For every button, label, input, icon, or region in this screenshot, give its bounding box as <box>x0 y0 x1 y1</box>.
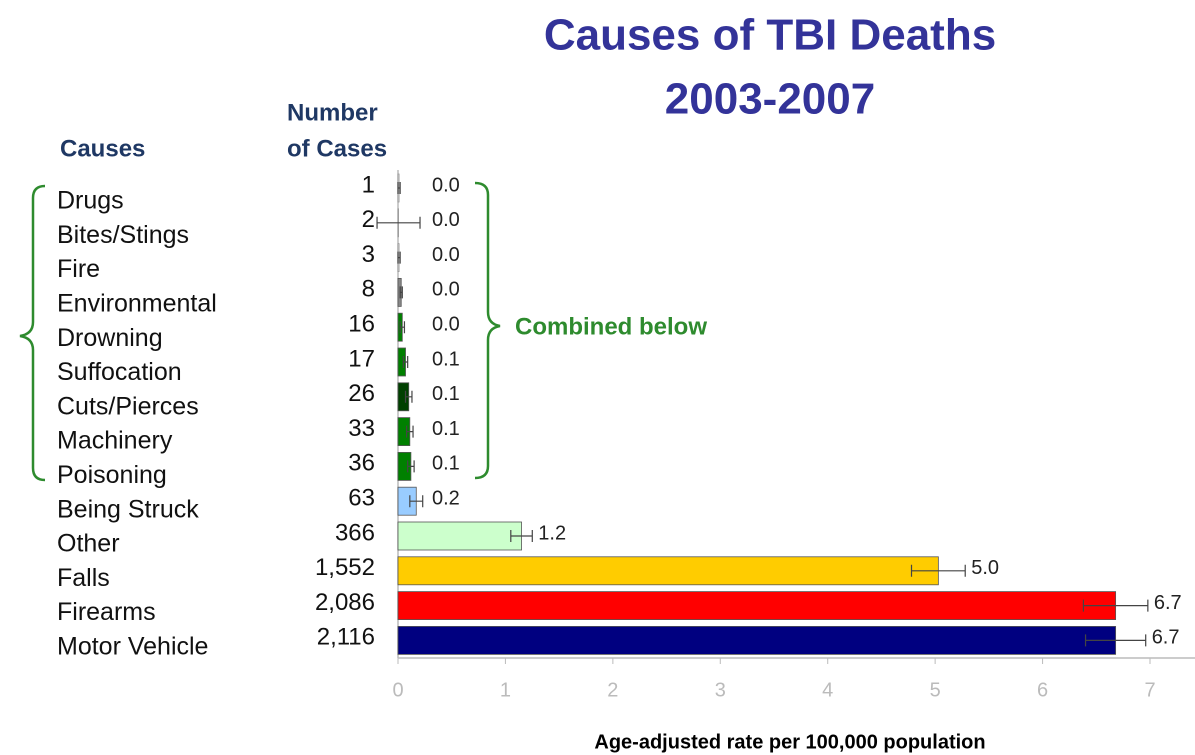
error-bar <box>405 425 414 438</box>
error-bar <box>1082 599 1149 612</box>
x-tick-label: 0 <box>392 679 403 701</box>
error-bar <box>376 216 421 229</box>
value-label: 5.0 <box>971 557 999 579</box>
cases-label: 2,116 <box>317 624 375 651</box>
category-label: Motor Vehicle <box>57 633 208 661</box>
value-label: 0.1 <box>432 383 460 405</box>
error-bar <box>910 564 966 577</box>
annotation: Combined below <box>515 313 707 340</box>
error-bar <box>397 251 401 264</box>
cases-label: 36 <box>348 450 375 477</box>
category-label: Falls <box>57 564 110 592</box>
value-label: 0.0 <box>432 209 460 231</box>
value-label: 0.0 <box>432 244 460 266</box>
category-label: Poisoning <box>57 461 167 489</box>
category-label: Fire <box>57 255 100 283</box>
cases-label: 16 <box>348 311 375 338</box>
value-label: 6.7 <box>1154 592 1182 614</box>
error-bar <box>402 356 409 368</box>
value-label: 0.1 <box>432 418 460 440</box>
category-label: Being Struck <box>57 495 199 523</box>
category-label: Drowning <box>57 324 163 352</box>
value-label: 0.0 <box>432 313 460 335</box>
bar <box>397 626 1117 655</box>
cases-label: 366 <box>335 519 375 546</box>
cases-label: 63 <box>348 485 375 512</box>
value-label: 0.2 <box>432 487 460 509</box>
x-tick-label: 1 <box>500 679 511 701</box>
bar <box>397 556 939 586</box>
bar <box>397 521 522 551</box>
error-bar <box>407 460 415 473</box>
error-bar <box>409 495 424 508</box>
x-tick-label: 7 <box>1144 679 1155 701</box>
category-label: Machinery <box>57 427 173 455</box>
cases-label: 3 <box>362 241 375 268</box>
cases-label: 2 <box>362 206 375 233</box>
x-axis-label: Age-adjusted rate per 100,000 population <box>594 731 985 753</box>
cases-label: 1 <box>362 171 375 198</box>
category-label: Bites/Stings <box>57 221 189 249</box>
cases-header: of Cases <box>287 135 387 162</box>
chart-title: Causes of TBI Deaths <box>544 11 996 60</box>
cases-label: 17 <box>348 345 375 372</box>
cases-header: Number <box>287 99 378 126</box>
x-tick-label: 6 <box>1037 679 1048 701</box>
error-bar <box>1084 634 1147 647</box>
cases-label: 1,552 <box>315 554 375 581</box>
value-label: 0.1 <box>432 348 460 370</box>
value-label: 0.0 <box>432 174 460 196</box>
value-label: 0.1 <box>432 453 460 475</box>
bar <box>397 591 1117 620</box>
error-bar <box>404 390 413 403</box>
x-tick-label: 2 <box>607 679 618 701</box>
x-tick-label: 3 <box>715 679 726 701</box>
error-bar <box>510 530 533 542</box>
error-bar <box>399 321 406 334</box>
category-label: Cuts/Pierces <box>57 392 199 420</box>
category-label: Suffocation <box>57 358 182 386</box>
cases-label: 26 <box>348 380 375 407</box>
brace <box>474 181 501 480</box>
value-label: 0.0 <box>432 279 460 301</box>
x-tick-label: 4 <box>822 679 833 701</box>
chart-subtitle: 2003-2007 <box>665 75 875 124</box>
category-label: Drugs <box>57 187 124 215</box>
category-label: Other <box>57 530 120 558</box>
cases-label: 33 <box>348 415 375 442</box>
brace <box>19 184 46 482</box>
value-label: 1.2 <box>538 522 566 544</box>
category-header: Causes <box>60 135 145 162</box>
category-label: Environmental <box>57 290 217 318</box>
value-label: 6.7 <box>1152 627 1180 649</box>
error-bar <box>399 286 403 299</box>
category-label: Firearms <box>57 598 156 626</box>
cases-label: 8 <box>362 276 375 303</box>
error-bar <box>397 182 401 194</box>
cases-label: 2,086 <box>315 589 375 616</box>
x-tick-label: 5 <box>930 679 941 701</box>
